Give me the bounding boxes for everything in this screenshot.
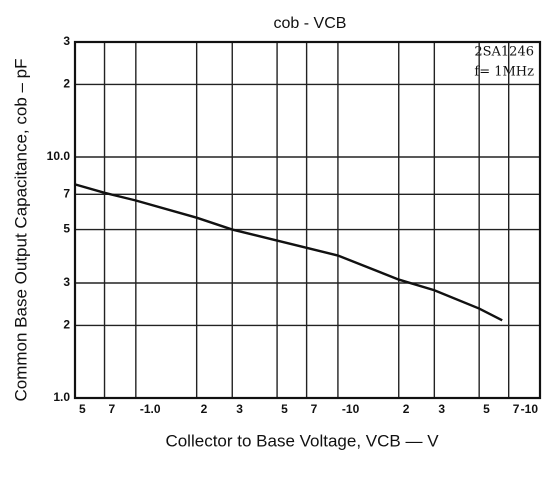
x-tick-label: -1.0 bbox=[140, 402, 161, 416]
x-tick-label: 7 bbox=[513, 402, 520, 416]
chart-title: cob - VCB bbox=[274, 15, 347, 32]
x-tick-label: 2 bbox=[201, 402, 208, 416]
x-tick-label: 5 bbox=[483, 402, 490, 416]
y-tick-label: 2 bbox=[63, 318, 70, 332]
x-tick-label: -10 bbox=[521, 402, 539, 416]
plot-frame bbox=[73, 40, 542, 400]
y-tick-label: 7 bbox=[63, 186, 70, 200]
x-tick-label: 3 bbox=[438, 402, 445, 416]
y-tick-label: 1.0 bbox=[53, 390, 70, 404]
x-tick-label: 3 bbox=[236, 402, 243, 416]
x-tick-label: 7 bbox=[109, 402, 116, 416]
annotation: f= 1MHz bbox=[474, 65, 534, 80]
x-tick-label: 5 bbox=[281, 402, 288, 416]
y-tick-label: 5 bbox=[63, 222, 70, 236]
x-tick-label: 2 bbox=[403, 402, 410, 416]
y-tick-label: 2 bbox=[63, 77, 70, 91]
annotation: 2SA1246 bbox=[474, 45, 534, 60]
y-tick-label: 10.0 bbox=[47, 149, 71, 163]
data-line bbox=[74, 183, 503, 322]
x-tick-label: 7 bbox=[311, 402, 318, 416]
x-axis-label: Collector to Base Voltage, VCB — V bbox=[165, 431, 439, 450]
y-tick-label: 3 bbox=[63, 275, 70, 289]
y-axis-label: Common Base Output Capacitance, cob – pF bbox=[11, 58, 30, 401]
y-tick-label: 3 bbox=[63, 34, 70, 48]
x-tick-label: 5 bbox=[79, 402, 86, 416]
x-tick-label: -10 bbox=[342, 402, 360, 416]
